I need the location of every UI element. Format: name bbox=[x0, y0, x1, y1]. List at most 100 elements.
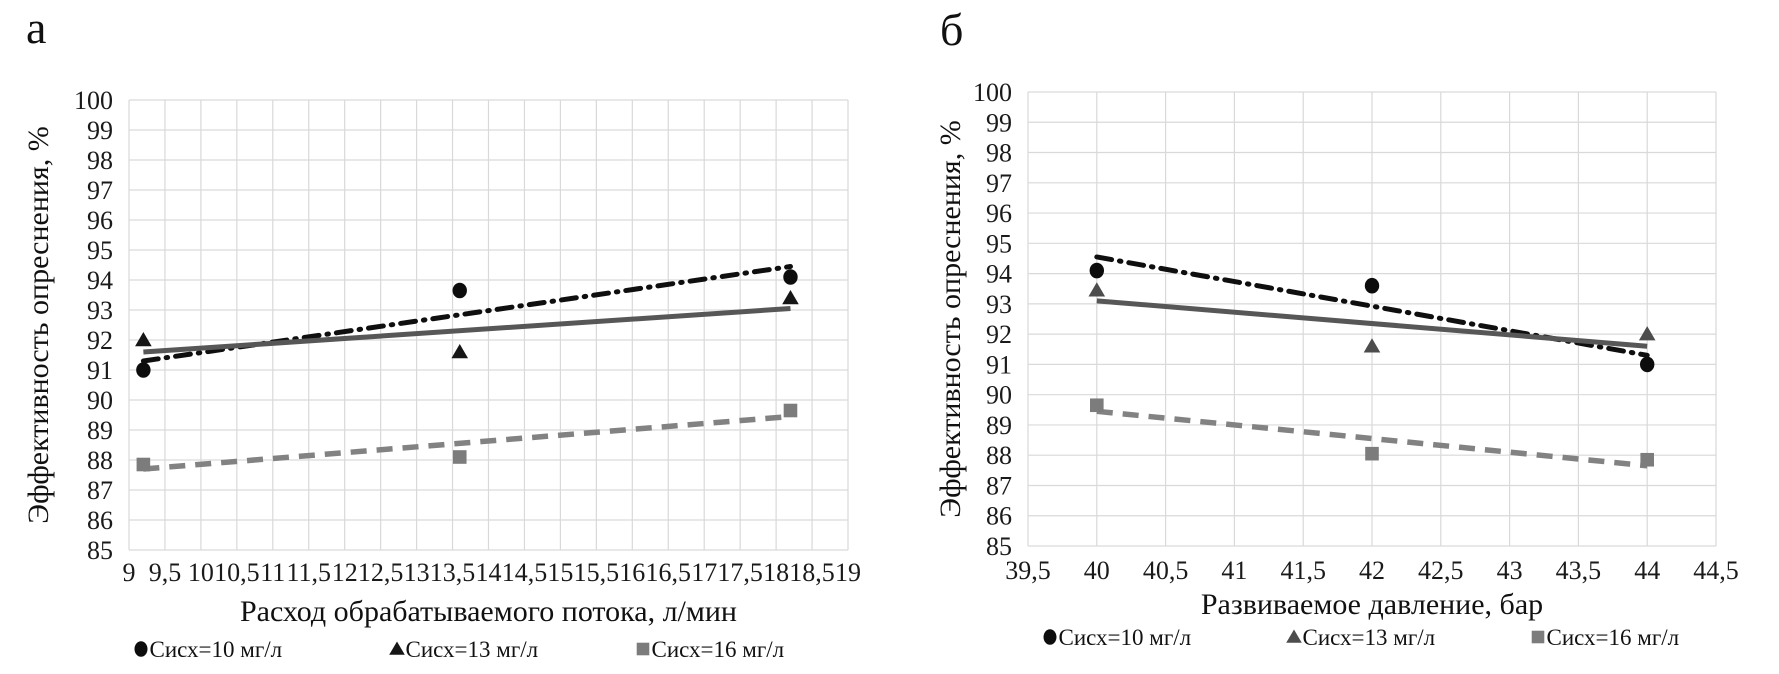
legend-circle-icon bbox=[134, 641, 148, 657]
y-tick-label: 95 bbox=[87, 236, 113, 265]
legend-item-label: Сисх=10 мг/л bbox=[150, 637, 283, 662]
x-tick-label: 17,5 bbox=[717, 558, 763, 587]
y-tick-label: 91 bbox=[986, 350, 1012, 379]
y-tick-label: 87 bbox=[87, 476, 113, 505]
legend-item: Сисх=13 мг/л bbox=[389, 637, 538, 662]
y-tick-label: 99 bbox=[986, 108, 1012, 137]
marker-triangle bbox=[135, 332, 152, 347]
x-tick-label: 14 bbox=[476, 558, 502, 587]
y-tick-label: 86 bbox=[87, 506, 113, 535]
y-tick-label: 91 bbox=[87, 356, 113, 385]
y-axis-title: Эффективность опреснения, % bbox=[22, 126, 55, 523]
panel-a-label: а bbox=[26, 2, 47, 53]
y-tick-label: 93 bbox=[87, 296, 113, 325]
x-tick-label: 43,5 bbox=[1556, 556, 1602, 585]
y-tick-label: 94 bbox=[986, 260, 1012, 289]
y-tick-label: 96 bbox=[87, 206, 113, 235]
x-tick-label: 16 bbox=[619, 558, 645, 587]
y-tick-label: 85 bbox=[87, 536, 113, 565]
x-tick-label: 9 bbox=[123, 558, 136, 587]
x-tick-label: 43 bbox=[1497, 556, 1523, 585]
x-tick-label: 10,5 bbox=[214, 558, 260, 587]
x-tick-label: 12,5 bbox=[358, 558, 404, 587]
x-tick-label: 13 bbox=[404, 558, 430, 587]
trendline-dashed bbox=[143, 413, 791, 472]
y-tick-label: 86 bbox=[986, 502, 1012, 531]
legend-item-label: Сисх=16 мг/л bbox=[1547, 625, 1680, 650]
marker-circle bbox=[783, 269, 798, 285]
y-tick-label: 97 bbox=[986, 169, 1012, 198]
marker-square bbox=[1640, 452, 1654, 467]
x-tick-label: 44 bbox=[1634, 556, 1660, 585]
y-tick-label: 87 bbox=[986, 471, 1012, 500]
y-tick-label: 100 bbox=[74, 86, 113, 115]
y-tick-label: 93 bbox=[986, 290, 1012, 319]
y-tick-label: 98 bbox=[986, 139, 1012, 168]
y-tick-label: 90 bbox=[986, 381, 1012, 410]
y-tick-label: 100 bbox=[973, 78, 1012, 107]
y-tick-label: 99 bbox=[87, 116, 113, 145]
legend-item: Сисх=16 мг/л bbox=[636, 637, 785, 662]
marker-triangle bbox=[782, 290, 799, 305]
x-tick-label: 18,5 bbox=[789, 558, 835, 587]
x-tick-label: 17 bbox=[691, 558, 717, 587]
y-tick-label: 98 bbox=[87, 146, 113, 175]
trendline-solid bbox=[1096, 298, 1648, 349]
y-tick-label: 88 bbox=[87, 446, 113, 475]
legend-item-label: Сисх=16 мг/л bbox=[652, 637, 785, 662]
marker-triangle bbox=[1363, 338, 1381, 353]
marker-circle bbox=[1640, 356, 1655, 373]
y-tick-label: 89 bbox=[986, 411, 1012, 440]
legend-item-label: Сисх=10 мг/л bbox=[1059, 625, 1192, 650]
x-axis-title: Расход обрабатываемого потока, л/мин bbox=[240, 595, 737, 628]
legend-square-icon bbox=[636, 642, 650, 656]
y-tick-label: 90 bbox=[87, 386, 113, 415]
legend-item-label: Сисх=13 мг/л bbox=[1303, 625, 1436, 650]
x-tick-label: 11,5 bbox=[286, 558, 331, 587]
x-tick-label: 14,5 bbox=[502, 558, 548, 587]
legend-item: Сисх=10 мг/л bbox=[1043, 625, 1192, 650]
marker-triangle bbox=[1638, 326, 1656, 341]
x-tick-label: 41,5 bbox=[1280, 556, 1326, 585]
legend: Сисх=10 мг/л Сисх=13 мг/л Сисх=16 мг/л bbox=[134, 637, 785, 662]
y-tick-label: 94 bbox=[87, 266, 113, 295]
legend: Сисх=10 мг/л Сисх=13 мг/л Сисх=16 мг/л bbox=[1043, 625, 1680, 650]
marker-square bbox=[1090, 398, 1104, 413]
marker-square bbox=[1365, 446, 1379, 461]
legend-triangle-icon bbox=[1286, 629, 1302, 643]
y-axis-title: Эффективность опреснения, % bbox=[934, 120, 967, 517]
y-tick-label: 92 bbox=[986, 320, 1012, 349]
marker-circle bbox=[1089, 262, 1104, 279]
x-tick-label: 42 bbox=[1359, 556, 1385, 585]
trendline-solid bbox=[143, 306, 791, 355]
trendline-dashed bbox=[1096, 408, 1648, 469]
x-tick-label: 40 bbox=[1084, 556, 1110, 585]
legend-circle-icon bbox=[1043, 629, 1057, 645]
x-tick-label: 39,5 bbox=[1005, 556, 1051, 585]
x-tick-label: 11 bbox=[260, 558, 285, 587]
legend-item-label: Сисх=13 мг/л bbox=[406, 637, 539, 662]
x-tick-label: 15 bbox=[547, 558, 573, 587]
y-tick-label: 95 bbox=[986, 229, 1012, 258]
y-tick-label: 89 bbox=[87, 416, 113, 445]
x-tick-label: 40,5 bbox=[1143, 556, 1189, 585]
panel-b: б 85 86 87 88 89 90 91 92 93 94 95 96 97 98 99 100 39,5 4… bbox=[890, 0, 1779, 674]
legend-item: Сисх=10 мг/л bbox=[134, 637, 283, 662]
y-tick-label: 85 bbox=[986, 532, 1012, 561]
x-tick-label: 19 bbox=[835, 558, 861, 587]
panel-b-label: б bbox=[940, 4, 964, 55]
marker-square bbox=[452, 450, 467, 464]
x-tick-label: 9,5 bbox=[149, 558, 182, 587]
x-tick-label: 44,5 bbox=[1693, 556, 1739, 585]
panel-a: а 85 86 87 88 89 90 91 92 93 94 95 96 97 98 99 100 9 9,5 1… bbox=[22, 2, 861, 662]
x-tick-label: 18 bbox=[763, 558, 789, 587]
legend-triangle-icon bbox=[389, 641, 405, 655]
y-tick-label: 88 bbox=[986, 441, 1012, 470]
x-tick-label: 12 bbox=[332, 558, 358, 587]
marker-triangle bbox=[451, 344, 469, 359]
marker-square bbox=[136, 457, 151, 472]
marker-circle bbox=[1364, 277, 1380, 294]
marker-triangle bbox=[1088, 282, 1106, 297]
legend-item: Сисх=16 мг/л bbox=[1531, 625, 1680, 650]
